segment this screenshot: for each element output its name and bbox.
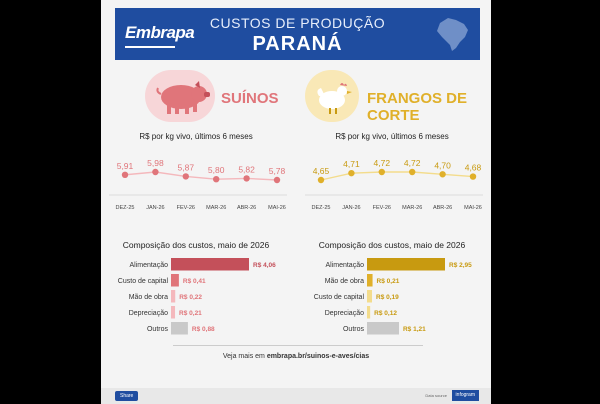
frangos-cost-bar-chart: Alimentação R$ 2,95 Mão de obra R$ 0,21 Cust… (314, 258, 472, 335)
frangos-value-label: 4,72 (374, 158, 391, 168)
suinos-bar-value-label: R$ 0,41 (183, 278, 206, 285)
frangos-column: FRANGOS DE CORTE R$ por kg vivo, últimos… (297, 68, 487, 353)
frangos-x-tick-label: MAI-26 (464, 205, 482, 211)
suinos-x-tick-label: FEV-26 (177, 205, 195, 211)
frangos-value-label: 4,71 (343, 159, 360, 169)
suinos-point (152, 168, 159, 176)
suinos-value-label: 5,91 (117, 161, 134, 171)
data-source-link[interactable]: Data source (425, 393, 447, 398)
suinos-series-line (124, 171, 278, 181)
footer-text: Veja mais em embrapa.br/suinos-e-aves/ci… (101, 353, 491, 360)
share-button[interactable]: Share (115, 391, 139, 401)
footer-prefix: Veja mais em (222, 353, 267, 360)
suinos-value-label: 5,98 (147, 158, 164, 168)
frangos-point (469, 173, 477, 180)
suinos-x-tick-label: ABR-26 (237, 205, 256, 211)
frangos-x-tick-label: ABR-26 (433, 205, 452, 211)
suinos-point (243, 175, 250, 182)
suinos-column: SUÍNOS R$ por kg vivo, últimos 6 meses 5… (101, 68, 291, 353)
suinos-subtitle: R$ por kg vivo, últimos 6 meses (139, 132, 253, 141)
frangos-point (348, 169, 355, 177)
pig-circle (145, 70, 215, 122)
frangos-bar (367, 258, 445, 271)
frangos-point (409, 168, 416, 176)
frangos-bar-value-label: R$ 0,12 (374, 310, 397, 317)
suinos-category-label: Depreciação (129, 310, 168, 317)
suinos-x-tick-label: MAI-26 (268, 205, 286, 211)
suinos-bar (171, 306, 176, 319)
frangos-value-label: 4,68 (465, 163, 482, 173)
frangos-composition-title: Composição dos custos, maio de 2026 (318, 240, 466, 250)
suinos-x-tick-label: JAN-26 (146, 205, 164, 211)
frangos-x-tick-label: MAR-26 (402, 205, 422, 211)
suinos-bar (171, 258, 249, 271)
frangos-value-label: 4,72 (404, 158, 421, 168)
suinos-bar-value-label: R$ 0,22 (179, 294, 202, 301)
frangos-x-tick-label: DEZ-25 (312, 205, 331, 211)
header-banner: Embrapa CUSTOS DE PRODUÇÃO PARANÁ (115, 8, 480, 60)
frangos-bar-value-label: R$ 2,95 (449, 262, 472, 269)
footer-link[interactable]: embrapa.br/suinos-e-aves/cias (266, 353, 370, 360)
frangos-bar (367, 322, 399, 335)
embed-bottom-bar: Share Data source infogram (101, 388, 491, 404)
frangos-category-label: Mão de obra (325, 278, 364, 285)
suinos-bar-value-label: R$ 0,21 (179, 310, 202, 317)
suinos-point (182, 173, 189, 180)
suinos-bar (171, 290, 176, 303)
suinos-bar-value-label: R$ 4,06 (253, 262, 276, 269)
logo-underline (125, 46, 175, 48)
infogram-badge[interactable]: infogram (451, 390, 479, 401)
frangos-point (378, 168, 385, 176)
frangos-value-label: 4,65 (313, 166, 330, 176)
header-title: CUSTOS DE PRODUÇÃO (209, 15, 386, 31)
suinos-value-label: 5,80 (208, 165, 225, 175)
suinos-price-line-chart: 5,91 DEZ-25 5,98 JAN-26 5,87 FEV-26 5,80 MAR-26… (109, 158, 287, 211)
frangos-x-tick-label: JAN-26 (342, 205, 360, 211)
suinos-composition-title: Composição dos custos, maio de 2026 (122, 240, 270, 250)
suinos-bar-value-label: R$ 0,88 (192, 326, 215, 333)
chicken-icon (317, 83, 352, 114)
suinos-point (273, 176, 281, 184)
suinos-bar (171, 274, 179, 287)
suinos-value-label: 5,82 (238, 164, 255, 174)
frangos-subtitle: R$ por kg vivo, últimos 6 meses (335, 132, 449, 141)
suinos-title: SUÍNOS (221, 90, 279, 107)
suinos-point (213, 176, 220, 183)
frangos-price-line-chart: 4,65 DEZ-25 4,71 JAN-26 4,72 FEV-26 4,72 MAR-26… (305, 158, 483, 211)
frangos-series-line (320, 171, 474, 181)
suinos-x-tick-label: DEZ-25 (116, 205, 135, 211)
header-state: PARANÁ (252, 33, 343, 55)
frangos-title: FRANGOS DE CORTE (367, 90, 468, 124)
suinos-x-tick-label: MAR-26 (206, 205, 226, 211)
suinos-point (121, 171, 129, 178)
infographic-card: Embrapa CUSTOS DE PRODUÇÃO PARANÁ SUÍNOS… (101, 0, 491, 404)
frangos-value-label: 4,70 (434, 160, 451, 170)
suinos-value-label: 5,87 (178, 162, 195, 172)
frangos-bar-value-label: R$ 0,19 (376, 294, 399, 301)
frangos-bar (367, 274, 373, 287)
suinos-category-label: Alimentação (129, 262, 168, 269)
suinos-category-label: Outros (147, 326, 169, 333)
footer-divider (173, 345, 423, 346)
suinos-category-label: Custo de capital (118, 278, 169, 285)
frangos-point (439, 171, 446, 178)
suinos-bar (171, 322, 188, 335)
pig-icon (156, 81, 210, 114)
chicken-circle (305, 70, 359, 122)
frangos-x-tick-label: FEV-26 (373, 205, 391, 211)
frangos-category-label: Depreciação (325, 310, 364, 317)
suinos-value-label: 5,78 (269, 166, 286, 176)
frangos-category-label: Outros (343, 326, 365, 333)
frangos-category-label: Alimentação (325, 262, 364, 269)
frangos-category-label: Custo de capital (314, 294, 365, 301)
brazil-map-icon (437, 18, 468, 51)
embrapa-logo: Embrapa (125, 23, 195, 42)
frangos-bar-value-label: R$ 0,21 (377, 278, 400, 285)
suinos-category-label: Mão de obra (129, 294, 168, 301)
frangos-bar-value-label: R$ 1,21 (403, 326, 426, 333)
frangos-point (317, 176, 325, 184)
suinos-cost-bar-chart: Alimentação R$ 4,06 Custo de capital R$ 0,4… (118, 258, 276, 335)
frangos-bar (367, 290, 373, 303)
frangos-bar (367, 306, 371, 319)
